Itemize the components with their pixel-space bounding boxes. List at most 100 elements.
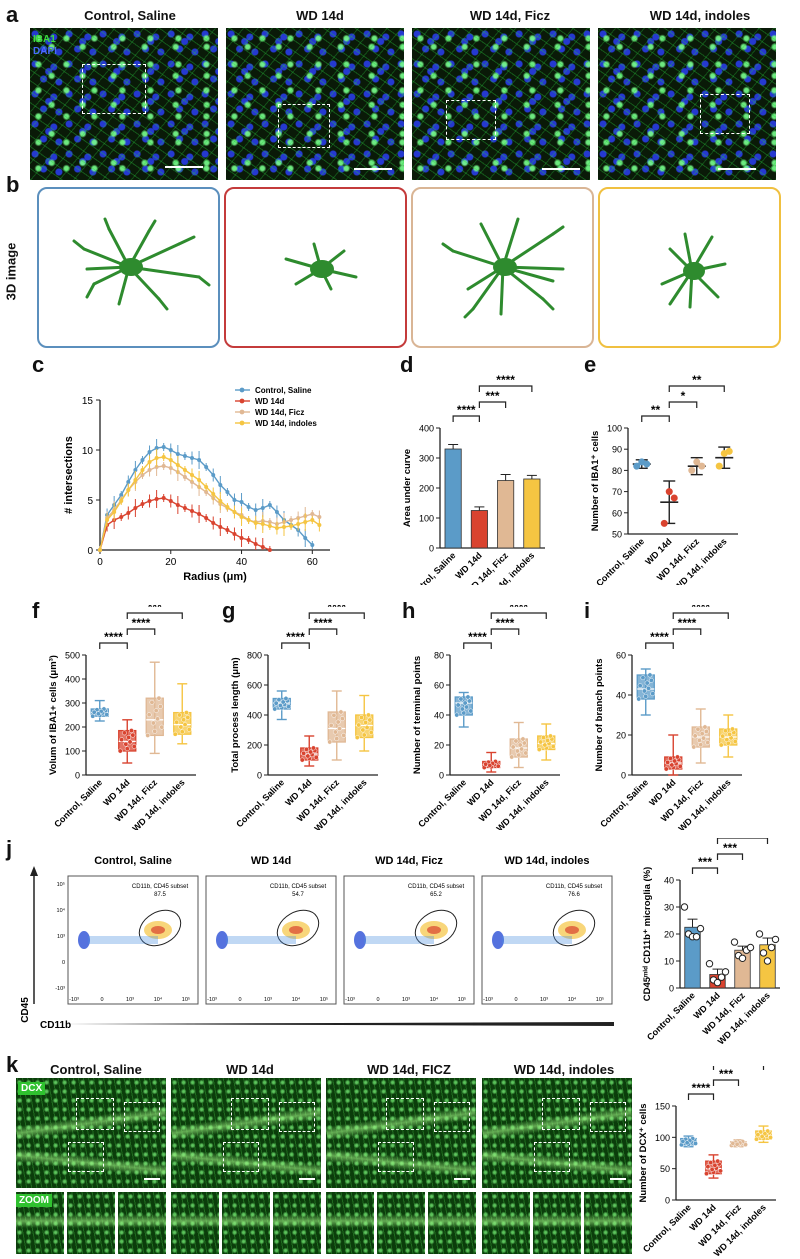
panel-label-a: a — [6, 2, 19, 27]
significance-label: ** — [651, 403, 661, 417]
data-point — [767, 943, 776, 952]
data-point — [545, 738, 551, 743]
data-point — [273, 700, 279, 706]
gate-label: CD11b, CD45 subset — [132, 884, 189, 890]
cell-population-low — [354, 931, 366, 949]
y-tick-label: 40 — [616, 691, 626, 701]
data-point — [197, 458, 202, 462]
x-tick-label: 10⁴ — [430, 996, 439, 1003]
data-point — [303, 536, 308, 540]
data-point — [204, 490, 209, 494]
data-point — [179, 729, 185, 735]
data-point — [743, 1142, 748, 1148]
significance-label: **** — [132, 616, 151, 630]
data-point — [698, 462, 706, 470]
data-point — [672, 758, 678, 764]
y-tick-label: 200 — [247, 741, 262, 751]
zoom-box — [534, 1142, 570, 1172]
data-point — [691, 744, 697, 750]
gate-ellipse — [552, 909, 596, 947]
data-point — [104, 712, 110, 718]
significance-bracket — [645, 642, 674, 649]
data-point — [218, 525, 223, 529]
panel-k-title-control: Control, Saline — [50, 1062, 142, 1077]
data-point — [154, 446, 159, 450]
y-tick-label: 80 — [434, 651, 444, 661]
data-point — [337, 726, 343, 732]
data-point — [260, 506, 265, 510]
y-tick-label: 400 — [247, 711, 262, 721]
data-point — [732, 738, 738, 744]
panel-b-ylabel: 3D image — [3, 242, 19, 301]
significance-label: **** — [286, 630, 305, 644]
gate-value: 65.2 — [430, 892, 442, 898]
data-point — [454, 712, 460, 718]
data-point — [186, 726, 192, 732]
data-point — [253, 521, 258, 525]
legend-marker — [239, 387, 245, 393]
data-point — [177, 712, 182, 718]
data-point — [182, 722, 188, 728]
zoom-box — [700, 94, 750, 134]
dcx-zoom-image — [273, 1192, 321, 1254]
data-point — [715, 1158, 721, 1164]
data-point — [153, 708, 159, 714]
cd45-axis-label: CD45 — [20, 997, 31, 1023]
data-point — [705, 960, 714, 968]
data-point — [643, 460, 651, 468]
significance-label: *** — [723, 841, 737, 855]
data-point — [313, 754, 319, 760]
stain-label-dcx: DCX — [18, 1082, 46, 1095]
data-point — [124, 746, 130, 752]
y-axis-label: Number of IBA1⁺ cells — [590, 431, 601, 532]
y-tick-label: 300 — [419, 454, 434, 464]
y-tick-label: 100 — [655, 1133, 670, 1143]
bar — [497, 480, 515, 549]
data-point — [174, 719, 180, 725]
data-point — [730, 1140, 736, 1146]
legend-marker — [239, 398, 245, 404]
data-point — [253, 508, 258, 512]
data-point — [119, 493, 124, 497]
dcx-zoom-image — [428, 1192, 476, 1254]
significance-bracket — [668, 385, 725, 392]
zoom-box — [68, 1142, 104, 1172]
data-point — [356, 722, 362, 728]
data-point — [185, 714, 191, 720]
data-point — [147, 468, 152, 472]
bar — [523, 478, 541, 549]
data-point — [495, 763, 501, 769]
y-tick-label: 200 — [419, 484, 434, 494]
y-tick-label: 200 — [65, 723, 80, 733]
data-point — [272, 706, 278, 712]
data-point — [175, 503, 180, 507]
data-point — [734, 1141, 740, 1147]
data-point — [274, 510, 279, 514]
legend-marker — [239, 420, 245, 426]
data-point — [211, 521, 216, 525]
panel-a-title-indoles: WD 14d, indoles — [649, 8, 751, 23]
y-tick-label: 300 — [65, 699, 80, 709]
panel-a-title-ficz: WD 14d, Ficz — [469, 8, 551, 23]
zoom-box — [231, 1098, 269, 1130]
y-tick-label: 10 — [82, 446, 94, 457]
data-point — [755, 930, 764, 938]
data-point — [289, 518, 294, 522]
panel-label-h: h — [402, 598, 416, 623]
data-point — [332, 729, 338, 735]
significance-label: ** — [692, 373, 702, 387]
data-point — [239, 515, 244, 519]
zoom-box — [279, 1102, 315, 1132]
data-point — [123, 741, 129, 747]
significance-bracket — [716, 853, 744, 860]
data-point — [267, 548, 272, 552]
data-point — [161, 455, 166, 459]
y-tick-label: 40 — [434, 711, 444, 721]
data-point — [168, 499, 173, 503]
data-point — [699, 731, 705, 737]
y-tick-label: 0 — [665, 1196, 670, 1206]
significance-label: **** — [678, 616, 697, 630]
data-point — [190, 473, 194, 477]
data-point — [147, 460, 152, 464]
data-point — [718, 742, 724, 748]
